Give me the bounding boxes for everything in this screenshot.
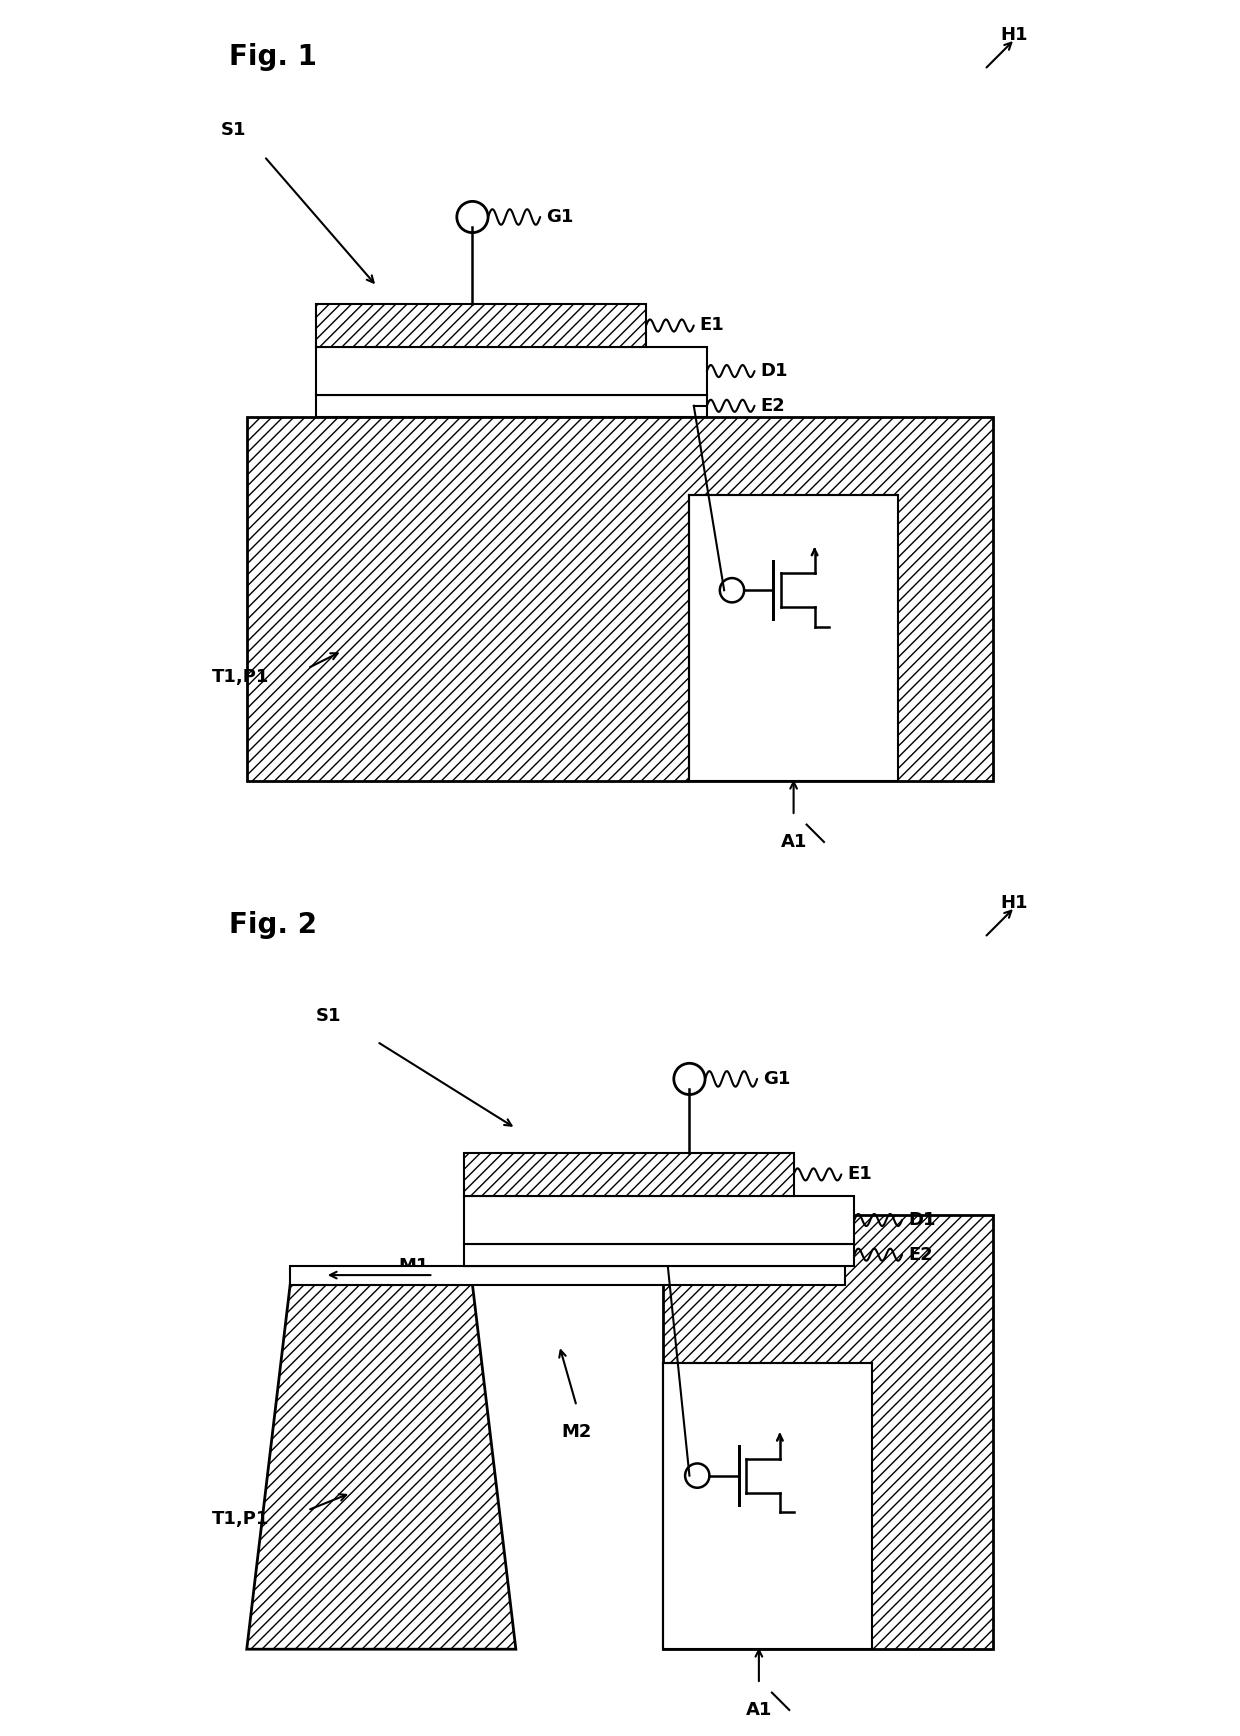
- Text: D1: D1: [908, 1212, 936, 1229]
- Text: E1: E1: [699, 316, 724, 335]
- Text: E2: E2: [760, 398, 785, 415]
- Polygon shape: [247, 1285, 516, 1649]
- Text: M2: M2: [562, 1424, 591, 1441]
- Bar: [464, 1153, 794, 1196]
- Text: Fig. 1: Fig. 1: [229, 43, 317, 71]
- Bar: [689, 495, 898, 781]
- Bar: [663, 1215, 993, 1649]
- Text: A1: A1: [745, 1701, 773, 1719]
- Text: H1: H1: [1001, 26, 1028, 43]
- Text: A1: A1: [780, 833, 807, 851]
- Text: G1: G1: [546, 208, 574, 226]
- Text: G1: G1: [764, 1069, 791, 1088]
- Bar: [464, 1196, 854, 1243]
- Bar: [464, 1243, 854, 1266]
- Bar: [663, 1363, 872, 1649]
- Bar: [316, 394, 707, 417]
- Text: S1: S1: [221, 122, 247, 139]
- Text: T1,P1: T1,P1: [212, 668, 269, 686]
- Bar: [316, 347, 707, 396]
- Text: T1,P1: T1,P1: [212, 1510, 269, 1528]
- Text: M1: M1: [399, 1257, 429, 1276]
- Bar: [316, 304, 646, 347]
- Text: S1: S1: [316, 1007, 342, 1024]
- Text: E1: E1: [847, 1165, 872, 1184]
- Text: D1: D1: [760, 363, 789, 380]
- Bar: [290, 1266, 844, 1285]
- Bar: [247, 417, 993, 781]
- Text: E2: E2: [908, 1246, 932, 1264]
- Text: H1: H1: [1001, 894, 1028, 911]
- Text: Fig. 2: Fig. 2: [229, 911, 317, 939]
